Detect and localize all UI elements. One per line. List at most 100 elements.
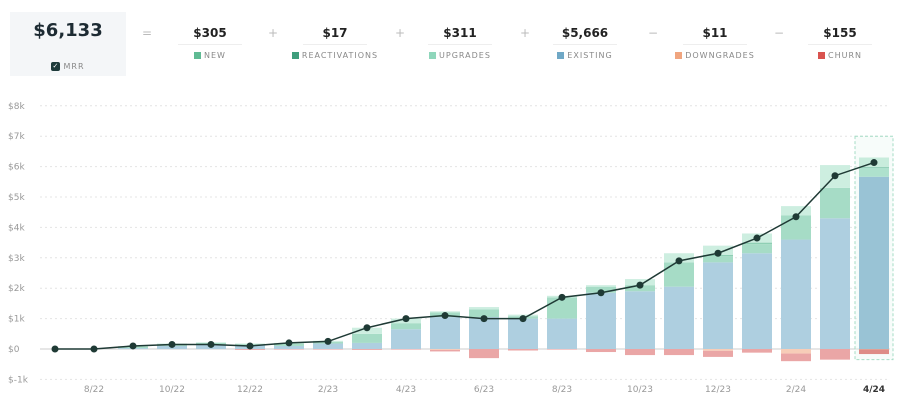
bar-churn[interactable] [469,349,499,359]
bar-churn[interactable] [430,349,460,352]
bar-new[interactable] [352,333,382,343]
metric-churn[interactable]: $155 CHURN [790,26,890,60]
bar-existing[interactable] [547,318,577,349]
mrr-point[interactable] [714,249,722,257]
bar-new[interactable] [742,244,772,254]
checkbox-icon[interactable]: ✓ [51,62,61,71]
y-tick-label: $0 [8,345,20,355]
x-tick-label: 10/22 [159,385,185,395]
mrr-point[interactable] [597,289,605,297]
x-tick-label: 12/22 [237,385,263,395]
bar-churn[interactable] [742,349,772,353]
mrr-point[interactable] [441,312,449,320]
mrr-point[interactable] [480,315,488,323]
x-tick-label: 12/23 [705,385,731,395]
bar-new[interactable] [820,187,850,219]
mrr-point[interactable] [519,315,527,323]
x-tick-label: 8/22 [84,385,104,395]
mrr-point[interactable] [207,340,215,348]
bar-churn[interactable] [547,349,577,350]
y-tick-label: $7k [8,132,25,142]
mrr-point[interactable] [675,257,683,265]
bar-new[interactable] [547,297,577,319]
bar-churn[interactable] [391,349,421,350]
bar-churn[interactable] [781,353,811,362]
mrr-point[interactable] [168,340,176,348]
bar-churn[interactable] [508,349,538,351]
bar-existing[interactable] [742,253,772,349]
bar-existing[interactable] [508,318,538,349]
mrr-point[interactable] [324,337,332,345]
bar-existing[interactable] [664,286,694,349]
metric-value: $305 [178,26,242,45]
mrr-point[interactable] [831,172,839,180]
bar-reactivations[interactable] [742,242,772,245]
operator: = [142,26,153,40]
bar-churn[interactable] [703,350,733,357]
metric-new[interactable]: $305 NEW [160,26,260,60]
bar-existing[interactable] [859,176,889,349]
highlight-box [854,135,894,361]
bar-upgrades[interactable] [586,285,616,287]
mrr-label-row: ✓ MRR [10,62,126,71]
metric-value: $155 [808,26,872,45]
mrr-point[interactable] [753,234,761,242]
bar-new[interactable] [703,256,733,263]
bar-new[interactable] [664,262,694,287]
bar-churn[interactable] [820,349,850,360]
bar-new[interactable] [469,309,499,318]
bar-churn[interactable] [313,349,343,350]
bar-existing[interactable] [352,342,382,349]
bar-downgrades[interactable] [703,349,733,351]
bar-upgrades[interactable] [469,307,499,310]
metric-downgrades[interactable]: $11 DOWNGRADES [665,26,765,60]
bar-churn[interactable] [859,349,889,355]
bar-existing[interactable] [820,218,850,349]
mrr-point[interactable] [792,213,800,221]
bar-existing[interactable] [430,317,460,349]
mrr-point[interactable] [51,345,59,353]
metric-reactivations[interactable]: $17 REACTIVATIONS [285,26,385,60]
metric-upgrades[interactable]: $311 UPGRADES [410,26,510,60]
bar-existing[interactable] [313,343,343,349]
bar-existing[interactable] [391,329,421,349]
bar-existing[interactable] [469,317,499,349]
bar-churn[interactable] [625,349,655,356]
bar-existing[interactable] [274,345,304,349]
y-tick-label: $6k [8,163,25,173]
bar-downgrades[interactable] [430,349,460,350]
bar-churn[interactable] [274,349,304,350]
bar-existing[interactable] [703,262,733,349]
mrr-summary[interactable]: $6,133 ✓ MRR [10,12,126,76]
bar-new[interactable] [391,323,421,330]
y-tick-label: $3k [8,254,25,264]
mrr-point[interactable] [870,159,878,167]
metric-label: CHURN [790,51,890,60]
legend-swatch [194,52,202,59]
bar-upgrades[interactable] [781,206,811,216]
metric-value: $311 [428,26,492,45]
x-tick-label: 4/24 [863,385,885,395]
mrr-point[interactable] [402,315,410,323]
bar-existing[interactable] [781,239,811,349]
bar-existing[interactable] [586,292,616,349]
mrr-point[interactable] [363,324,371,332]
bar-new[interactable] [859,167,889,177]
bar-churn[interactable] [352,349,382,350]
metric-existing[interactable]: $5,666 EXISTING [535,26,635,60]
bar-upgrades[interactable] [430,311,460,313]
bar-reactivations[interactable] [859,166,889,168]
mrr-point[interactable] [636,281,644,289]
mrr-point[interactable] [129,342,137,350]
bar-downgrades[interactable] [781,349,811,354]
bar-churn[interactable] [586,349,616,353]
x-tick-label: 6/23 [474,385,494,395]
legend-swatch [291,52,299,59]
metric-label: NEW [160,51,260,60]
mrr-point[interactable] [558,293,566,301]
mrr-point[interactable] [90,345,98,353]
bar-existing[interactable] [625,291,655,349]
bar-churn[interactable] [664,349,694,356]
mrr-point[interactable] [246,342,254,350]
mrr-point[interactable] [285,339,293,347]
